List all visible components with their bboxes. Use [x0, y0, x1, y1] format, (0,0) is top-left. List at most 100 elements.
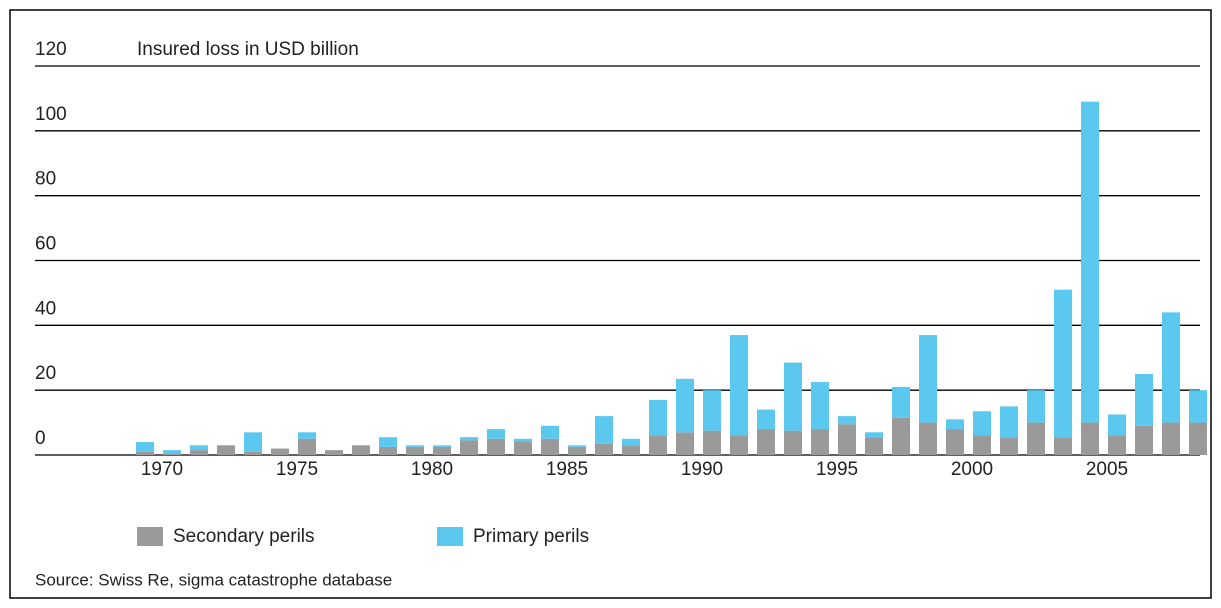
- bar-segment: [1000, 406, 1018, 438]
- y-tick-label: 0: [35, 428, 46, 449]
- bar-segment: [1189, 422, 1207, 455]
- x-tick-label: 1970: [141, 459, 183, 480]
- bar-segment: [514, 438, 532, 443]
- y-tick-label: 20: [35, 363, 56, 384]
- bar-segment: [1027, 390, 1045, 423]
- bar-segment: [433, 446, 451, 455]
- bar-segment: [244, 432, 262, 452]
- bar-segment: [784, 362, 802, 431]
- bar-segment: [622, 445, 640, 455]
- bar-segment: [919, 335, 937, 423]
- bar-segment: [1162, 312, 1180, 423]
- y-tick-label: 100: [35, 104, 67, 125]
- bar-segment: [541, 438, 559, 455]
- bar-segment: [946, 429, 964, 455]
- bar-segment: [136, 451, 154, 455]
- frame: [9, 9, 1212, 599]
- bar-segment: [1108, 435, 1126, 455]
- bar-segment: [406, 446, 424, 455]
- bar-segment: [298, 432, 316, 439]
- bar-segment: [703, 430, 721, 455]
- y-tick-label: 120: [35, 39, 67, 60]
- bar-segment: [649, 399, 667, 436]
- bar-segment: [271, 448, 289, 455]
- x-tick-label: 2005: [1086, 459, 1128, 480]
- bar-segment: [757, 409, 775, 430]
- bar-segment: [379, 437, 397, 447]
- bar-segment: [487, 438, 505, 455]
- bar-segment: [352, 445, 370, 455]
- y-axis-label: Insured loss in USD billion: [137, 39, 359, 60]
- source-note: Source: Swiss Re, sigma catastrophe data…: [35, 570, 392, 589]
- bar-segment: [325, 450, 343, 455]
- bar-segment: [1189, 390, 1207, 423]
- bar-segment: [460, 440, 478, 455]
- x-tick-label: 1995: [816, 459, 858, 480]
- bar-segment: [406, 445, 424, 447]
- bar-segment: [568, 446, 586, 455]
- bar-segment: [595, 416, 613, 444]
- y-tick-label: 40: [35, 298, 56, 319]
- bar-segment: [487, 429, 505, 439]
- bar-segment: [973, 435, 991, 455]
- bar-segment: [379, 446, 397, 455]
- bar-segment: [946, 419, 964, 430]
- bar-segment: [163, 453, 181, 455]
- bar-segment: [703, 390, 721, 431]
- bar-segment: [433, 445, 451, 447]
- bar-segment: [1054, 289, 1072, 438]
- bar-segment: [217, 445, 235, 455]
- bar-segment: [676, 378, 694, 433]
- bar-segment: [784, 430, 802, 455]
- legend-label: Primary perils: [473, 526, 589, 547]
- bar-segment: [1162, 422, 1180, 455]
- bar-segment: [811, 429, 829, 455]
- bar-segment: [163, 450, 181, 454]
- bar-segment: [460, 437, 478, 441]
- bar-segment: [298, 438, 316, 455]
- bar-segment: [514, 442, 532, 455]
- bar-segment: [1135, 373, 1153, 426]
- bar-segment: [730, 335, 748, 436]
- bar-segment: [649, 435, 667, 455]
- bar-segment: [1054, 437, 1072, 455]
- bar-segment: [919, 422, 937, 455]
- bar-segment: [838, 416, 856, 425]
- bar-segment: [838, 424, 856, 455]
- x-tick-label: 2000: [951, 459, 993, 480]
- bar-segment: [1081, 101, 1099, 423]
- y-tick-label: 60: [35, 234, 56, 255]
- bar-segment: [190, 450, 208, 455]
- x-tick-label: 1980: [411, 459, 453, 480]
- bar-segment: [865, 432, 883, 438]
- x-tick-label: 1990: [681, 459, 723, 480]
- bar-segment: [1135, 425, 1153, 455]
- x-tick-label: 1975: [276, 459, 318, 480]
- bar-segment: [568, 445, 586, 447]
- bar-segment: [1027, 422, 1045, 455]
- x-tick-label: 1985: [546, 459, 588, 480]
- bar-segment: [1000, 437, 1018, 455]
- bar-segment: [244, 451, 262, 455]
- bar-segment: [1108, 414, 1126, 436]
- bar-segment: [595, 443, 613, 455]
- bar-segment: [811, 382, 829, 430]
- bar-segment: [1081, 422, 1099, 455]
- bar-segment: [190, 445, 208, 451]
- bar-segment: [541, 425, 559, 439]
- y-tick-label: 80: [35, 169, 56, 190]
- bar-segment: [973, 411, 991, 436]
- bar-segment: [757, 429, 775, 455]
- legend-swatch: [437, 527, 463, 546]
- legend-label: Secondary perils: [173, 526, 315, 547]
- bar-segment: [622, 438, 640, 446]
- legend-swatch: [137, 527, 163, 546]
- bar-segment: [865, 437, 883, 455]
- bar-segment: [892, 417, 910, 455]
- bar-segment: [676, 432, 694, 455]
- bar-segment: [730, 435, 748, 455]
- bar-segment: [892, 386, 910, 418]
- bar-segment: [136, 442, 154, 452]
